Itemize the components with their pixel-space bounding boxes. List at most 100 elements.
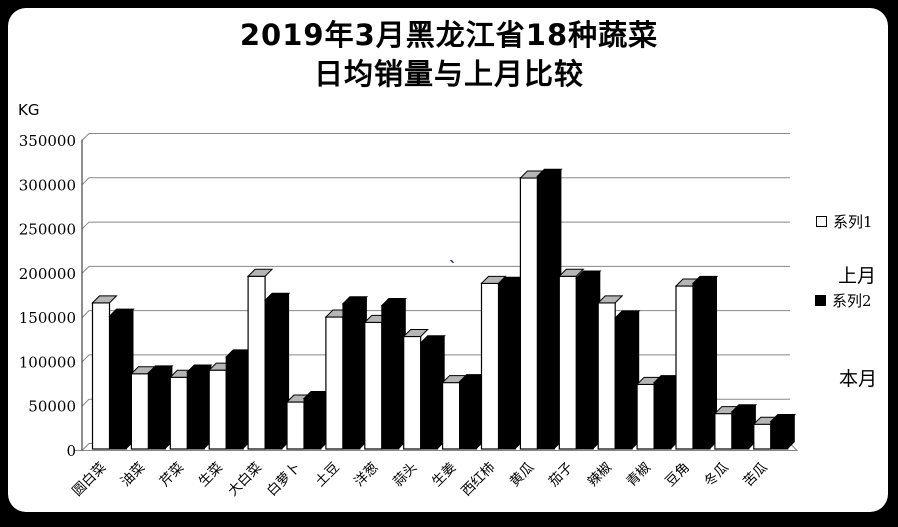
bar-last-month	[714, 412, 733, 450]
y-tick-label: 250000	[19, 221, 76, 239]
x-axis-label: 圆白菜	[69, 460, 109, 500]
bar-this-month	[536, 175, 555, 450]
bar-this-month	[147, 372, 166, 450]
bar-last-month	[247, 275, 266, 450]
bar-this-month-cap	[691, 275, 719, 284]
series2-black-swatch-icon	[815, 295, 826, 306]
bar-last-month-cap	[246, 268, 274, 277]
x-axis-label: 豆角	[662, 460, 692, 490]
bar-this-month-cap	[419, 335, 446, 344]
x-axis-label: 土豆	[312, 460, 342, 490]
bar-this-month	[614, 317, 633, 450]
y-axis-tick-labels: 0 50000 100000 150000 200000 250000 300000 3500…	[19, 132, 76, 460]
floor-line	[75, 443, 799, 451]
y-tick-label: 150000	[19, 309, 76, 327]
x-axis-label: 青椒	[624, 459, 655, 490]
y-tick-label: 0	[66, 442, 76, 460]
bar-this-month	[653, 382, 672, 450]
bar-this-month-cap	[341, 296, 369, 305]
bar-group-油菜	[130, 365, 174, 450]
bar-this-month	[381, 305, 400, 450]
x-axis-label: 蒜头	[390, 460, 420, 490]
bar-group-辣椒	[596, 295, 641, 450]
bar-group-苦瓜	[752, 414, 797, 450]
bar-group-圆白菜	[91, 295, 135, 450]
bar-this-month	[303, 398, 322, 450]
chart-title: 2019年3月黑龙江省18种蔬菜 日均销量与上月比较	[0, 16, 898, 94]
bar-last-month	[753, 423, 772, 450]
bar-this-month-cap	[613, 310, 641, 319]
series1-white-swatch-icon	[816, 216, 827, 227]
bar-group-洋葱	[363, 298, 408, 450]
bar-last-month	[558, 275, 577, 450]
bar-last-month	[442, 381, 461, 450]
bar-this-month-cap	[536, 168, 563, 177]
bar-this-month-cap	[263, 292, 291, 301]
x-axis-label: 苦瓜	[740, 459, 771, 490]
bar-last-month-cap	[480, 275, 507, 284]
bar-group-土豆	[324, 296, 369, 450]
bar-this-month	[498, 283, 516, 450]
bar-last-month	[286, 401, 305, 450]
bar-this-month	[575, 277, 594, 450]
bar-last-month	[636, 383, 655, 450]
x-axis-label: 芹菜	[157, 460, 187, 490]
legend-item-series2: 系列2	[815, 290, 872, 311]
bar-this-month	[186, 371, 205, 450]
bar-last-month	[675, 285, 694, 450]
bar-group-生姜	[441, 374, 485, 450]
bar-group-白萝卜	[285, 391, 330, 450]
bar-this-month-cap	[186, 364, 213, 373]
bar-this-month-cap	[147, 365, 174, 374]
bar-this-month	[459, 381, 478, 450]
bar-last-month-cap	[402, 329, 429, 338]
x-axis-label: 白萝卜	[264, 460, 304, 500]
gridline	[81, 133, 790, 141]
legend-series2-label: 系列2	[832, 292, 872, 310]
legend-item-series1: 系列1	[816, 211, 873, 232]
bar-group-生菜	[207, 349, 252, 450]
bar-group-大白菜	[246, 268, 291, 450]
bar-this-month	[225, 356, 244, 450]
bar-last-month	[130, 373, 149, 450]
y-tick-label: 100000	[19, 353, 76, 371]
x-axis-label: 茄子	[545, 459, 576, 490]
bar-group-芹菜	[169, 364, 213, 450]
bar-group-茄子	[558, 268, 602, 450]
chart-title-line1: 2019年3月黑龙江省18种蔬菜	[239, 18, 659, 52]
bar-last-month-cap	[91, 295, 118, 304]
x-axis-label: 生菜	[196, 460, 226, 490]
bar-this-month-cap	[108, 308, 135, 317]
bar-this-month-cap	[730, 404, 758, 413]
x-axis-label: 生姜	[429, 460, 459, 490]
bar-this-month-cap	[769, 414, 797, 423]
bar-last-month	[519, 177, 539, 450]
bar-this-month	[264, 299, 283, 450]
legend-series1-label: 系列1	[833, 213, 873, 231]
y-tick-label: 50000	[28, 398, 76, 416]
legend-series2-sublabel: 本月	[839, 368, 878, 390]
bar-group-冬瓜	[713, 404, 758, 450]
bar-group-蒜头	[402, 329, 446, 450]
bar-this-month	[731, 411, 750, 450]
bar-this-month-cap	[575, 270, 602, 279]
y-tick-label: 350000	[19, 132, 76, 150]
y-tick-label: 200000	[19, 265, 76, 283]
bar-group-豆角	[674, 275, 719, 450]
chart-title-line2: 日均销量与上月比较	[313, 57, 584, 91]
bar-last-month	[403, 335, 422, 450]
bar-group-黄瓜	[519, 168, 563, 450]
bar-last-month	[364, 321, 383, 450]
gridline	[81, 265, 790, 274]
bar-this-month	[420, 342, 439, 450]
y-axis-unit-label: KG	[18, 101, 40, 119]
bar-last-month-cap	[558, 268, 585, 277]
legend-series1-sublabel: 上月	[838, 265, 877, 287]
stray-mark: `	[449, 258, 457, 277]
bar-last-month	[169, 376, 188, 450]
x-axis-label: 黄瓜	[507, 459, 538, 490]
x-axis-label: 冬瓜	[701, 459, 732, 490]
bar-last-month	[208, 369, 227, 450]
